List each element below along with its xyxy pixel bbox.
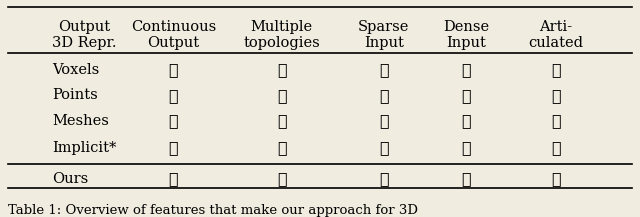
Text: ✓: ✓ [168, 170, 179, 187]
Text: Multiple
topologies: Multiple topologies [243, 20, 320, 50]
Text: Table 1: Overview of features that make our approach for 3D: Table 1: Overview of features that make … [8, 204, 418, 217]
Text: ✓: ✓ [461, 170, 472, 187]
Text: ✗: ✗ [277, 112, 287, 129]
Text: ✓: ✓ [277, 87, 287, 104]
Text: Dense
Input: Dense Input [444, 20, 490, 50]
Text: ✓: ✓ [379, 139, 388, 156]
Text: ✗: ✗ [461, 139, 472, 156]
Text: ✗: ✗ [461, 61, 472, 79]
Text: ✓: ✓ [277, 170, 287, 187]
Text: ✓: ✓ [551, 170, 561, 187]
Text: ✓: ✓ [277, 139, 287, 156]
Text: ✓: ✓ [551, 87, 561, 104]
Text: Continuous
Output: Continuous Output [131, 20, 216, 50]
Text: ✗: ✗ [168, 112, 179, 129]
Text: ✓: ✓ [379, 112, 388, 129]
Text: Voxels: Voxels [52, 63, 100, 77]
Text: Implicit*: Implicit* [52, 141, 116, 155]
Text: Meshes: Meshes [52, 114, 109, 128]
Text: ✓: ✓ [379, 87, 388, 104]
Text: ✗: ✗ [551, 139, 561, 156]
Text: Points: Points [52, 88, 98, 102]
Text: ✗: ✗ [461, 112, 472, 129]
Text: ✓: ✓ [379, 61, 388, 79]
Text: ✗: ✗ [461, 87, 472, 104]
Text: ✓: ✓ [168, 139, 179, 156]
Text: Ours: Ours [52, 172, 88, 186]
Text: ✓: ✓ [277, 61, 287, 79]
Text: ✓: ✓ [379, 170, 388, 187]
Text: ✓: ✓ [551, 112, 561, 129]
Text: Arti-
culated: Arti- culated [528, 20, 583, 50]
Text: Output
3D Repr.: Output 3D Repr. [52, 20, 117, 50]
Text: ✓: ✓ [551, 61, 561, 79]
Text: ✗: ✗ [168, 87, 179, 104]
Text: Sparse
Input: Sparse Input [358, 20, 410, 50]
Text: ✗: ✗ [168, 61, 179, 79]
